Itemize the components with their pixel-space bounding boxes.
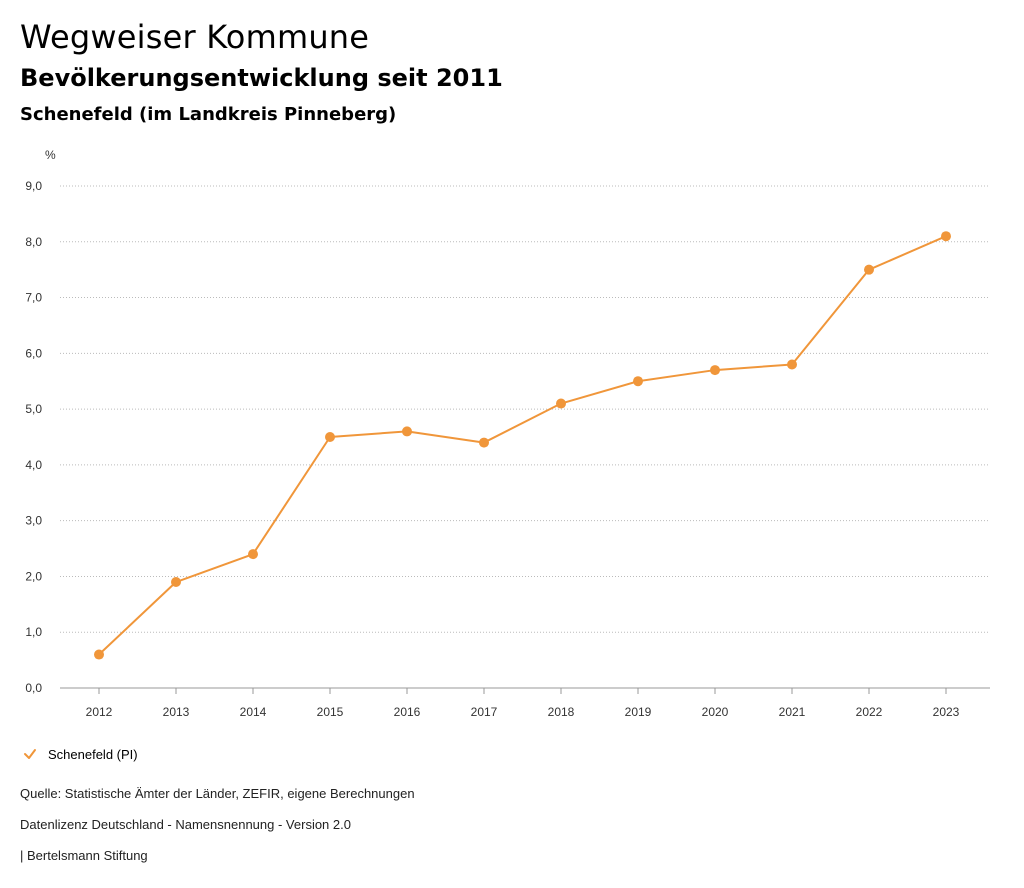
x-tick-label: 2016	[394, 705, 421, 719]
region-name: Schenefeld (im Landkreis Pinneberg)	[20, 104, 397, 125]
y-tick-label: 4,0	[25, 458, 42, 472]
data-point	[787, 359, 797, 370]
data-point	[94, 649, 104, 660]
x-tick-label: 2013	[163, 705, 190, 719]
data-point	[941, 231, 951, 242]
x-tick-label: 2019	[625, 705, 652, 719]
series-line	[98, 235, 947, 656]
y-tick-label: 6,0	[25, 346, 42, 360]
x-tick-label: 2015	[317, 705, 344, 719]
x-tick-label: 2017	[471, 705, 498, 719]
y-tick-label: 0,0	[25, 681, 42, 695]
legend-label: Schenefeld (PI)	[48, 746, 138, 762]
data-point	[864, 264, 874, 275]
y-tick-label: 7,0	[25, 291, 42, 305]
y-tick-label: 1,0	[25, 625, 42, 639]
x-tick-label: 2023	[933, 705, 960, 719]
data-point	[171, 577, 181, 588]
data-point	[479, 437, 489, 448]
y-tick-label: 5,0	[25, 402, 42, 416]
data-point	[325, 432, 335, 442]
data-point	[402, 426, 412, 437]
x-tick-label: 2022	[856, 705, 883, 719]
x-tick-label: 2020	[702, 705, 729, 719]
y-tick-label: 9,0	[25, 179, 42, 193]
data-point	[556, 398, 566, 409]
data-point	[248, 549, 258, 560]
x-tick-label: 2021	[779, 705, 806, 719]
y-tick-label: 2,0	[25, 569, 42, 583]
x-tick-label: 2012	[86, 705, 113, 719]
publisher-note: | Bertelsmann Stiftung	[20, 848, 148, 863]
check-icon	[24, 749, 36, 759]
x-tick-label: 2014	[240, 705, 267, 719]
legend-item-schenefeld[interactable]: Schenefeld (PI)	[20, 744, 138, 764]
data-point	[710, 365, 720, 376]
y-tick-label: 8,0	[25, 235, 42, 249]
page-title: Wegweiser Kommune	[20, 18, 370, 56]
y-axis-unit: %	[45, 148, 56, 162]
y-tick-label: 3,0	[25, 514, 42, 528]
source-note: Quelle: Statistische Ämter der Länder, Z…	[20, 786, 415, 801]
chart-subtitle: Bevölkerungsentwicklung seit 2011	[20, 64, 503, 92]
data-point	[633, 376, 643, 387]
line-chart: % 0,0 1,0 2,0 3,0 4,0 5,0 6,0 7,0 8,0 9,0 2012 2013 2…	[25, 148, 990, 719]
license-note: Datenlizenz Deutschland - Namensnennung …	[20, 817, 351, 832]
x-tick-label: 2018	[548, 705, 575, 719]
